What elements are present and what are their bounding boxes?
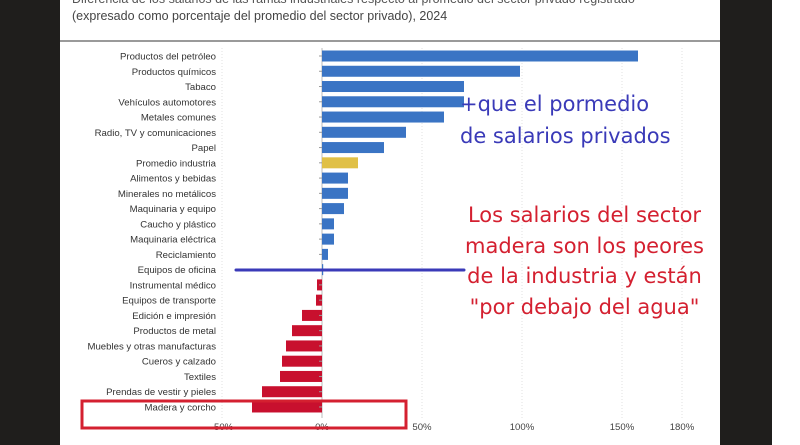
bar bbox=[322, 142, 384, 154]
bar bbox=[322, 111, 444, 123]
category-label: Prendas de vestir y pieles bbox=[106, 387, 216, 398]
x-tick-label: 180% bbox=[670, 422, 695, 433]
category-label: Vehículos automotores bbox=[118, 97, 216, 108]
bar bbox=[322, 126, 406, 138]
title-line-1: Diferencia de los salarios de las ramas … bbox=[72, 0, 635, 8]
category-label: Alimentos y bebidas bbox=[130, 174, 216, 185]
bar bbox=[322, 203, 344, 215]
bar bbox=[322, 81, 464, 93]
bar bbox=[286, 340, 322, 352]
annotation-blue-line-1: +que el pormedio bbox=[460, 92, 650, 116]
highlight-box bbox=[80, 399, 408, 430]
bar bbox=[280, 370, 322, 382]
category-label: Edición e impresión bbox=[132, 311, 216, 322]
category-label: Productos de metal bbox=[133, 326, 216, 337]
category-label: Radio, TV y comunicaciones bbox=[95, 128, 217, 139]
bar bbox=[252, 401, 322, 413]
category-label: Equipos de transporte bbox=[122, 296, 216, 307]
bar bbox=[322, 157, 358, 169]
bar bbox=[322, 96, 464, 108]
category-label: Caucho y plástico bbox=[140, 219, 216, 230]
category-label: Instrumental médico bbox=[130, 280, 216, 291]
category-label: Equipos de oficina bbox=[138, 265, 217, 276]
bar bbox=[302, 309, 322, 321]
category-label: Reciclamiento bbox=[156, 250, 216, 261]
category-label: Tabaco bbox=[185, 82, 216, 93]
bar bbox=[322, 50, 638, 62]
category-label: Papel bbox=[191, 143, 216, 154]
bar bbox=[322, 218, 334, 230]
annotation-blue-line-2: de salarios privados bbox=[460, 124, 671, 148]
category-label: Maquinaria eléctrica bbox=[130, 235, 217, 246]
divider bbox=[60, 40, 720, 42]
bar bbox=[322, 248, 328, 260]
x-tick-label: 50% bbox=[412, 422, 432, 433]
category-label: Promedio industria bbox=[136, 158, 217, 169]
background-left bbox=[0, 0, 60, 445]
bar bbox=[262, 386, 322, 398]
category-label: Productos del petróleo bbox=[120, 52, 216, 63]
bar bbox=[322, 233, 334, 245]
bar bbox=[282, 355, 322, 367]
category-label: Metales comunes bbox=[141, 113, 216, 124]
category-label: Madera y corcho bbox=[145, 402, 216, 413]
bar bbox=[322, 65, 520, 77]
bar bbox=[322, 172, 348, 184]
annotation-above-average: +que el pormedio de salarios privados bbox=[460, 88, 710, 152]
chart-title: Diferencia de los salarios de las ramas … bbox=[72, 0, 635, 25]
category-label: Textiles bbox=[184, 372, 216, 383]
category-label: Maquinaria y equipo bbox=[130, 204, 216, 215]
title-line-2: (expresado como porcentaje del promedio … bbox=[72, 9, 448, 23]
x-tick-label: 100% bbox=[510, 422, 535, 433]
annotation-madera: Los salarios del sector madera son los p… bbox=[465, 203, 704, 319]
category-label: Productos químicos bbox=[132, 67, 216, 78]
bar bbox=[322, 187, 348, 199]
x-tick-label: 150% bbox=[610, 422, 635, 433]
bar bbox=[292, 325, 322, 337]
category-label: Cueros y calzado bbox=[142, 357, 216, 368]
category-label: Muebles y otras manufacturas bbox=[87, 341, 216, 352]
category-label: Minerales no metálicos bbox=[118, 189, 216, 200]
background-right bbox=[720, 0, 772, 445]
